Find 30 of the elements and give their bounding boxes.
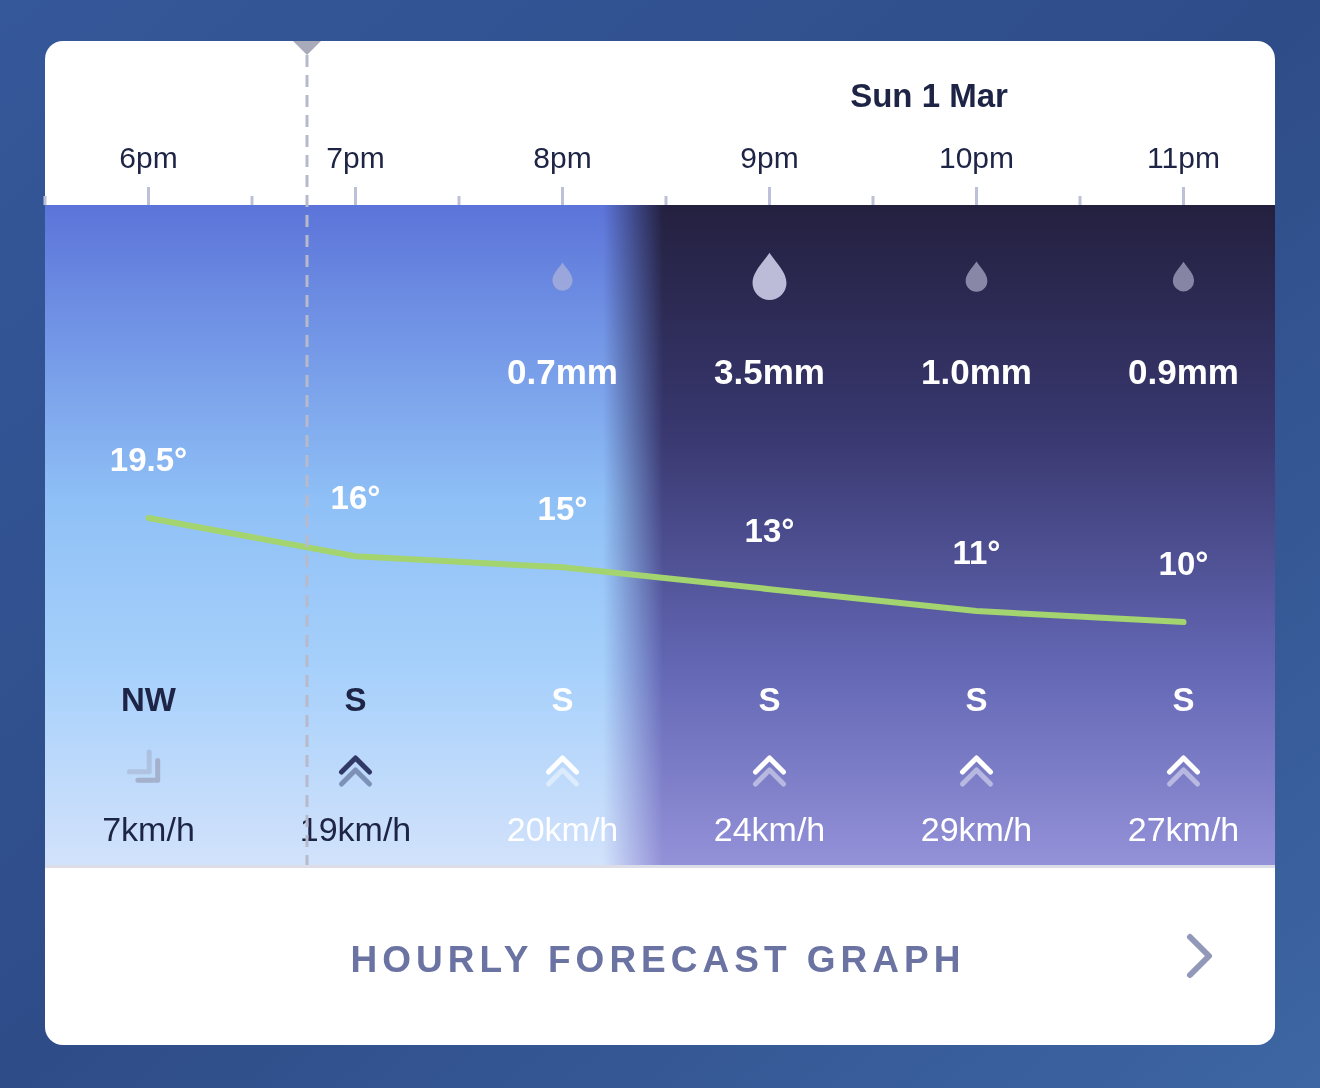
text: S [1172,681,1195,718]
text: 3.5mm [714,352,825,391]
text: 0.7mm [507,352,618,391]
data-label: 19.5° [109,441,188,478]
data-label: 13° [744,512,795,550]
data-label: 11° [952,534,1001,572]
x-tick-label: 6pm [119,141,178,174]
data-label: 16° [330,479,381,517]
x-tick-label: 11pm [1147,141,1220,174]
data-label: 10° [1158,545,1209,582]
text: 0.9mm [1128,352,1239,391]
x-tick-label: 9pm [740,141,799,174]
x-tick-label: 10pm [938,141,1015,174]
x-tick-label: 7pm [326,141,385,174]
data-label: 15° [537,490,588,528]
text: Sun 1 Mar [850,77,1009,114]
text: 27km/h [1127,810,1240,848]
text: S [344,681,367,718]
text: S [965,681,988,718]
text: NW [121,681,177,718]
text: 7km/h [102,810,195,848]
text: 20km/h [506,810,619,848]
text: 29km/h [920,810,1033,848]
text: HOURLY FORECAST GRAPH [350,939,966,980]
text: 1.0mm [921,352,1032,391]
x-tick-label: 8pm [533,141,592,174]
text: S [551,681,574,718]
text: S [758,681,781,718]
text: 24km/h [713,810,826,848]
text: 19km/h [299,810,412,848]
